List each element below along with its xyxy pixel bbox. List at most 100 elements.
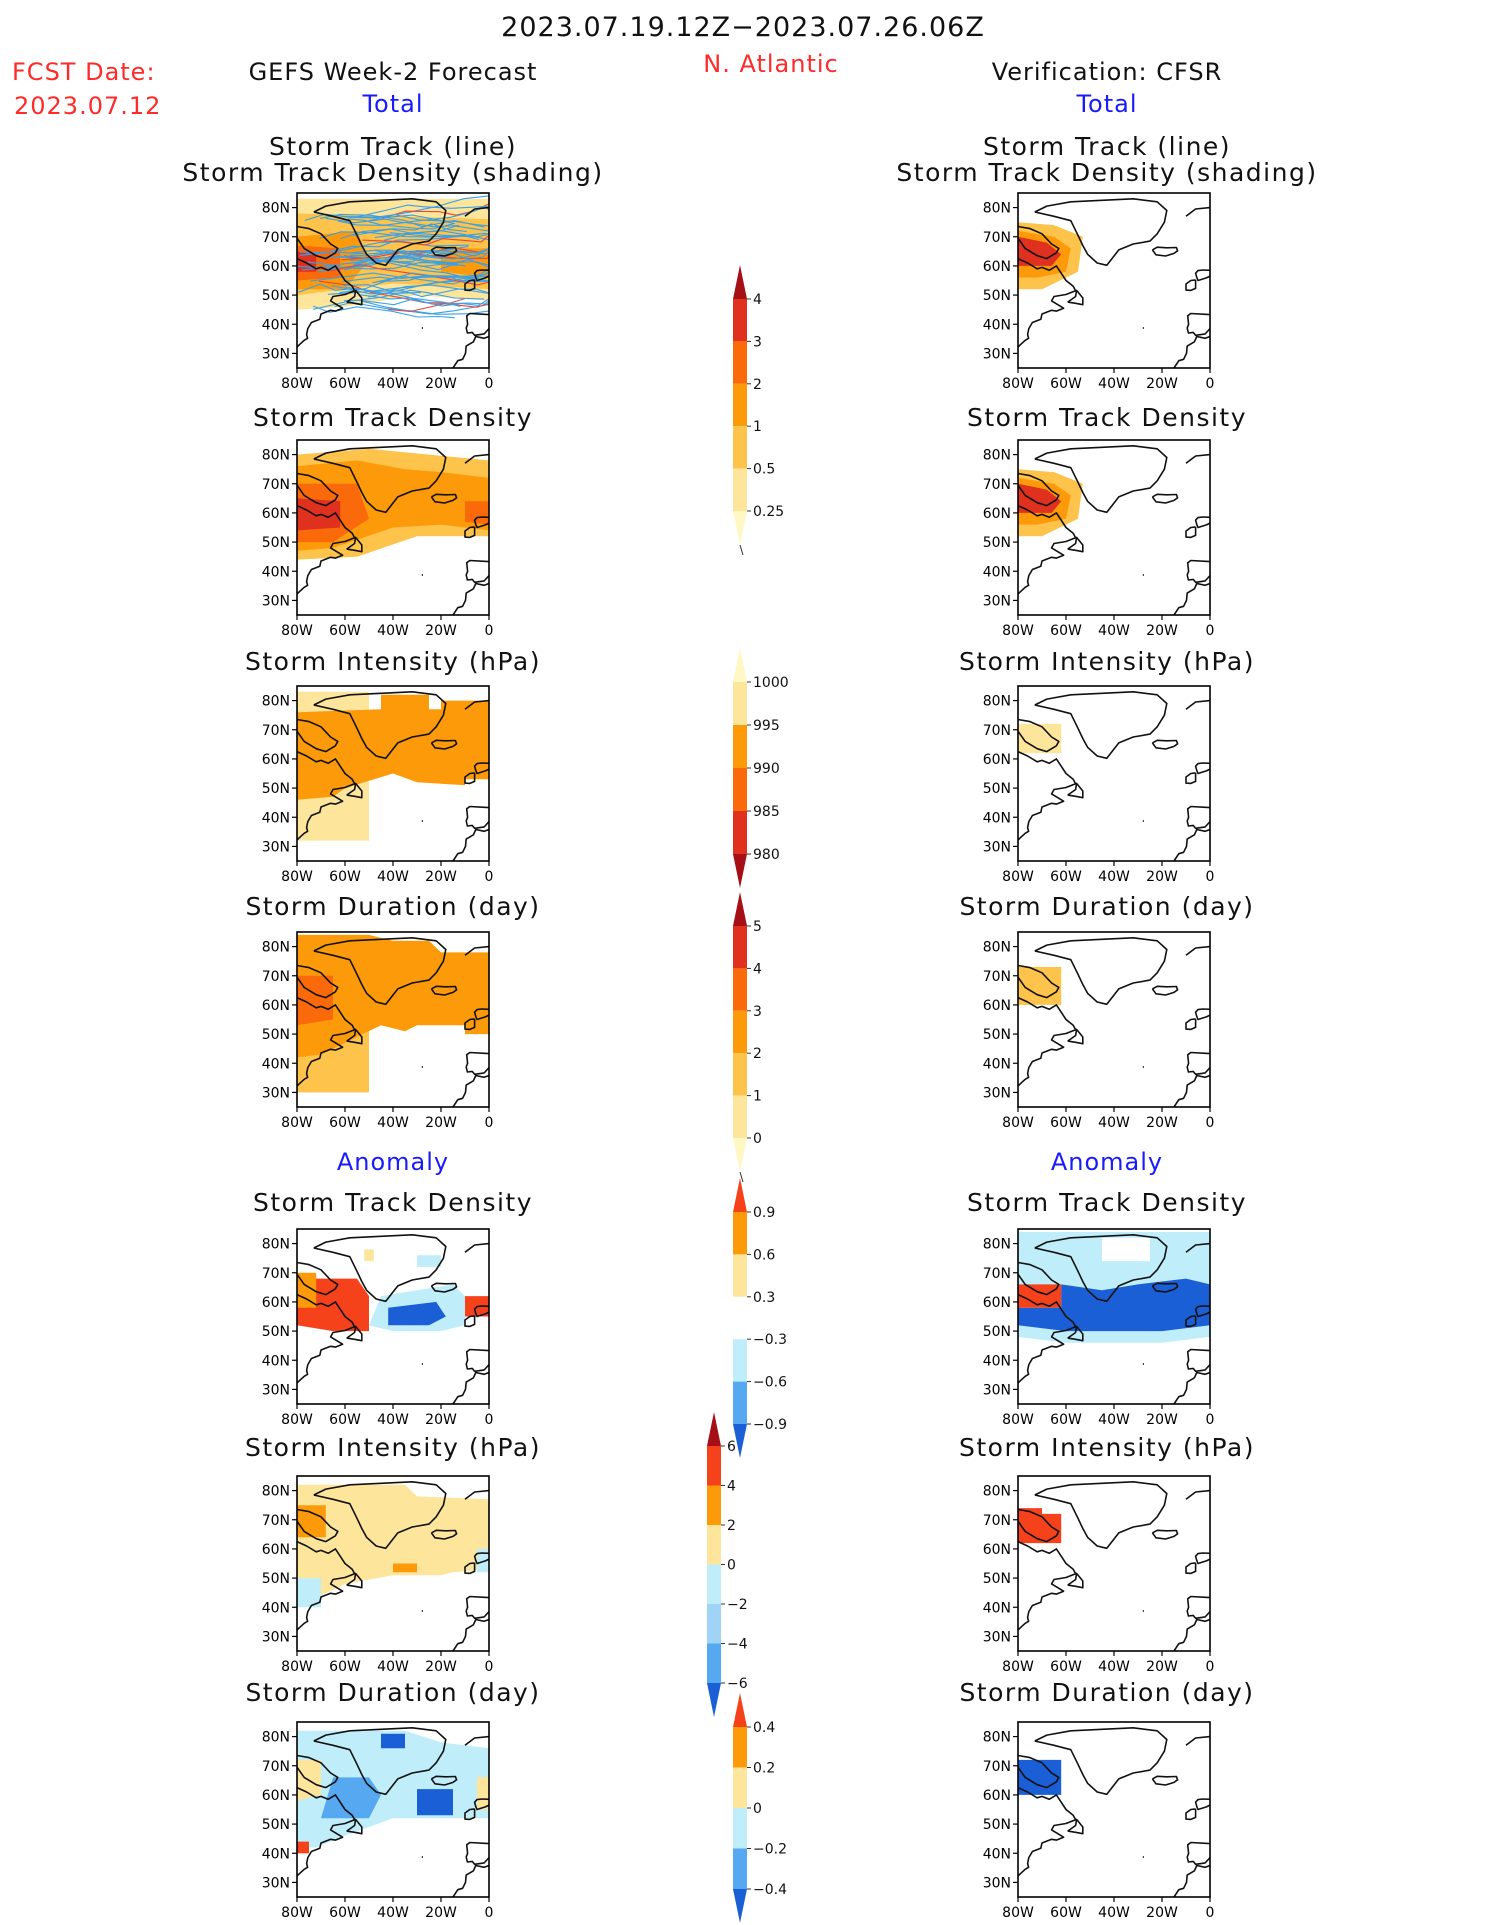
forecast-track-line-density-panel-track-51 bbox=[342, 275, 490, 283]
forecast-density-panel-ytick-label-40: 40N bbox=[262, 564, 290, 580]
fcst-date-label: FCST Date: bbox=[12, 58, 156, 86]
forecast-duration-panel-ytick-label-40: 40N bbox=[262, 1056, 290, 1072]
forecast-anom-intensity-panel-xtick-label-1: 60W bbox=[329, 1659, 361, 1675]
colorbar-anom-intensity: 6 4 2 0 −2 −4 −6 bbox=[707, 1412, 748, 1717]
forecast-intensity-panel-xtick-label-2: 40W bbox=[377, 869, 409, 885]
verif-track-line-density-panel-coast-9 bbox=[1173, 335, 1211, 369]
forecast-density-panel-coast-3 bbox=[346, 536, 363, 553]
colorbar-total-density-label-1: 3 bbox=[753, 334, 762, 350]
colorbar-anom-density-top-triangle bbox=[733, 1178, 747, 1212]
verif-intensity-panel-coastlines bbox=[1017, 691, 1211, 862]
forecast-anom-intensity-panel-ytick-label-50: 50N bbox=[262, 1571, 290, 1587]
colorbar-anom-intensity-label-6: −6 bbox=[727, 1676, 748, 1692]
forecast-density-panel-coast-7 bbox=[464, 526, 476, 539]
verif-track-line-density-panel-xtick-label-0: 80W bbox=[1002, 376, 1034, 392]
colorbar-anom-duration-top-triangle bbox=[733, 1693, 747, 1727]
forecast-track-line-density-panel-xtick-label-2: 40W bbox=[377, 376, 409, 392]
forecast-anom-density-panel-ytick-label-50: 50N bbox=[262, 1324, 290, 1340]
verif-anom-intensity-panel-ytick-label-30: 30N bbox=[983, 1629, 1011, 1645]
verif-density-panel-coast-9 bbox=[1173, 582, 1211, 616]
forecast-track-line-density-panel-track-26 bbox=[347, 218, 455, 230]
verif-anom-density-panel-shade-b bbox=[1102, 1237, 1150, 1262]
verif-anom-duration-panel-coast-6 bbox=[1194, 1798, 1211, 1811]
verif-anom-duration-panel-xtick-label-4: 0 bbox=[1206, 1905, 1215, 1921]
forecast-duration-panel-coast-9 bbox=[452, 1074, 490, 1108]
verif-duration-panel-xtick-label-1: 60W bbox=[1050, 1115, 1082, 1131]
verif-duration-panel-ytick-label-30: 30N bbox=[983, 1085, 1011, 1101]
forecast-intensity-panel-ytick-label-50: 50N bbox=[262, 781, 290, 797]
forecast-density-panel-xtick-label-3: 20W bbox=[425, 623, 457, 639]
forecast-anom-density-panel-coast-4 bbox=[430, 1282, 458, 1293]
forecast-track-line-density-panel-coast-9 bbox=[452, 335, 490, 369]
verif-duration-panel-coast-7 bbox=[1185, 1018, 1197, 1031]
colorbar-total-duration: 5 4 3 2 1 0 bbox=[733, 892, 762, 1183]
verif-track-line-density-panel-coast-0 bbox=[1034, 198, 1168, 267]
verif-anom-density-panel-xtick-label-4: 0 bbox=[1206, 1412, 1215, 1428]
forecast-duration-panel-xtick-label-0: 80W bbox=[281, 1115, 313, 1131]
forecast-anom-intensity-panel-xtick-label-2: 40W bbox=[377, 1659, 409, 1675]
verif-anom-duration-panel-coast-8 bbox=[1186, 1841, 1211, 1866]
verif-track-line-density-panel-coast-1 bbox=[1017, 225, 1060, 260]
colorbar-anom-density-label-5: −0.9 bbox=[753, 1417, 787, 1433]
verif-density-panel-coast-2 bbox=[1017, 504, 1077, 595]
forecast-anom-density-panel-ytick-label-70: 70N bbox=[262, 1266, 290, 1282]
verif-anom-density-panel-coast-0 bbox=[1034, 1234, 1168, 1303]
colorbar-anom-duration-segment-1 bbox=[733, 1727, 747, 1768]
verif-anom-intensity-panel-coast-8 bbox=[1186, 1595, 1211, 1620]
forecast-density-panel-xtick-label-2: 40W bbox=[377, 623, 409, 639]
verif-anom-intensity-panel-coast-0 bbox=[1034, 1481, 1168, 1550]
verif-anom-density-panel-ytick-label-70: 70N bbox=[983, 1266, 1011, 1282]
forecast-anom-intensity-panel-xtick-label-3: 20W bbox=[425, 1659, 457, 1675]
verif-anom-duration-panel-coast-2 bbox=[1017, 1786, 1077, 1877]
forecast-track-line-density-panel-xtick-label-3: 20W bbox=[425, 376, 457, 392]
verif-anom-intensity-panel-coast-6 bbox=[1194, 1552, 1211, 1565]
verif-intensity-panel-coast-9 bbox=[1173, 828, 1211, 862]
colorbar-total-intensity-label-0: 1000 bbox=[753, 675, 789, 691]
forecast-track-line-density-panel-ytick-label-70: 70N bbox=[262, 230, 290, 246]
forecast-duration-panel-coast-7 bbox=[464, 1018, 476, 1031]
forecast-duration-panel-coast-3 bbox=[346, 1028, 363, 1045]
forecast-intensity-panel-ytick-label-30: 30N bbox=[262, 839, 290, 855]
forecast-anom-density-panel-ytick-label-60: 60N bbox=[262, 1295, 290, 1311]
forecast-track-line-density-panel-track-50 bbox=[343, 249, 490, 271]
forecast-density-panel-coast-6 bbox=[473, 516, 490, 529]
colorbar-total-density-label-3: 1 bbox=[753, 419, 762, 435]
forecast-track-line-density-panel-track-10 bbox=[340, 223, 467, 240]
colorbar-total-density-segment-4 bbox=[733, 426, 747, 469]
verif-track-line-density-panel-coast-4 bbox=[1151, 246, 1179, 257]
forecast-track-line-density-panel-track-43 bbox=[361, 298, 490, 307]
colorbar-anom-intensity-segment-4 bbox=[707, 1564, 721, 1604]
forecast-track-line-density-panel-track-54 bbox=[362, 234, 490, 246]
verif-density-panel-coast-0 bbox=[1034, 445, 1168, 514]
forecast-intensity-panel-coast-9 bbox=[452, 828, 490, 862]
verif-track-line-density-panel-coast-5 bbox=[1185, 206, 1211, 217]
verif-density-panel-ytick-label-30: 30N bbox=[983, 593, 1011, 609]
colorbar-anom-intensity-segment-6 bbox=[707, 1643, 721, 1683]
forecast-duration-panel-ytick-label-80: 80N bbox=[262, 940, 290, 956]
colorbar-total-duration-label-1: 4 bbox=[753, 961, 762, 977]
verif-anom-density-panel-xtick-label-1: 60W bbox=[1050, 1412, 1082, 1428]
verif-anom-intensity-panel-coast-3 bbox=[1067, 1572, 1084, 1589]
forecast-density-panel-coast-8 bbox=[465, 559, 490, 584]
forecast-anom-density-panel-coast-8 bbox=[465, 1348, 490, 1373]
verif-intensity-panel-ytick-label-40: 40N bbox=[983, 810, 1011, 826]
forecast-anom-duration-panel-shade-g bbox=[297, 1841, 309, 1854]
colorbar-anom-duration-label-4: −0.4 bbox=[753, 1882, 787, 1898]
forecast-track-line-density-panel-coast-2 bbox=[296, 257, 356, 348]
verif-intensity-panel-ytick-label-70: 70N bbox=[983, 723, 1011, 739]
forecast-track-line-density-panel-track-32 bbox=[319, 213, 485, 228]
verif-intensity-panel-coast-5 bbox=[1185, 699, 1211, 710]
verif-duration-panel-coastlines bbox=[1017, 937, 1211, 1108]
forecast-duration-panel-xtick-label-2: 40W bbox=[377, 1115, 409, 1131]
verif-anom-intensity-panel-background bbox=[1018, 1476, 1210, 1651]
verif-density-panel-coast-1 bbox=[1017, 472, 1060, 507]
forecast-anom-density-panel-ytick-label-80: 80N bbox=[262, 1237, 290, 1253]
panel-title-duration-left: Storm Duration (day) bbox=[245, 892, 541, 921]
verif-anom-duration-panel-ytick-label-40: 40N bbox=[983, 1846, 1011, 1862]
colorbar-total-intensity-segment-1 bbox=[733, 682, 747, 725]
forecast-anom-density-panel-shade-f bbox=[417, 1255, 441, 1267]
forecast-track-line-density-panel-coast-8 bbox=[465, 312, 490, 337]
forecast-anom-duration-panel-shade-d bbox=[417, 1789, 453, 1816]
colorbar-total-duration-segment-2 bbox=[733, 968, 747, 1011]
forecast-anom-density-panel-xtick-label-3: 20W bbox=[425, 1412, 457, 1428]
